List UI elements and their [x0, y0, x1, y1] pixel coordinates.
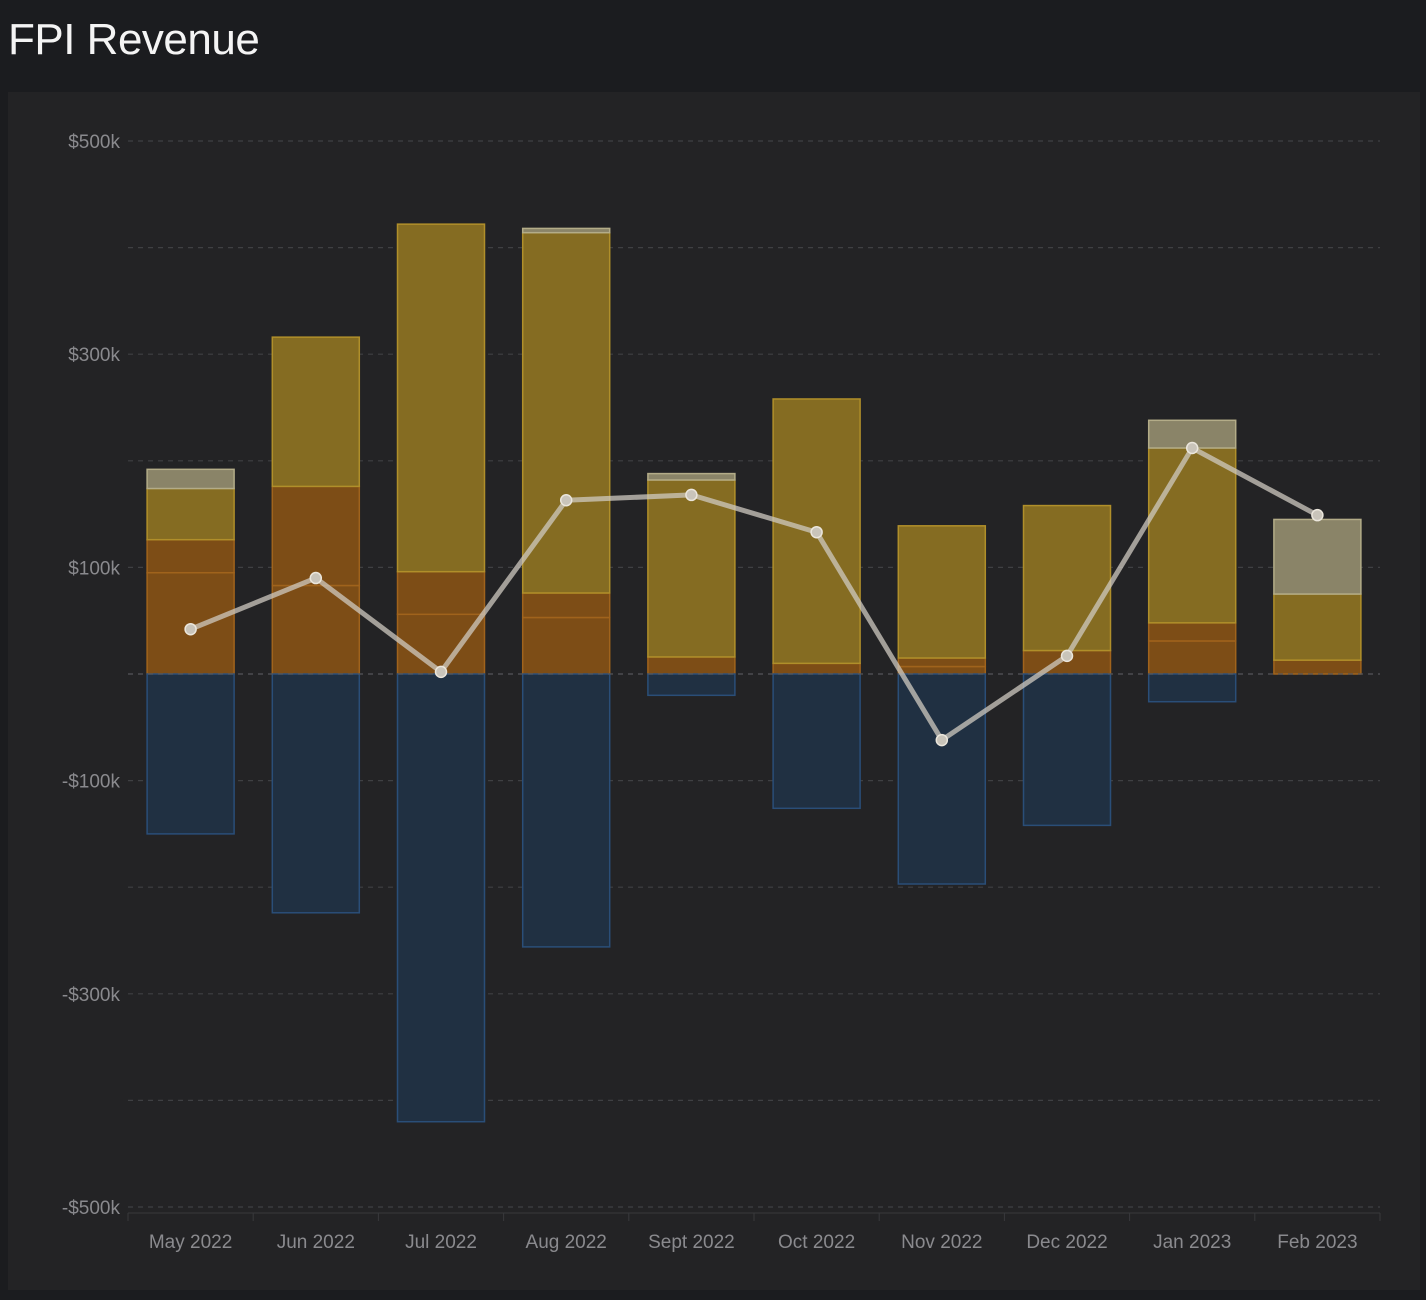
bar	[897, 525, 987, 659]
bar	[146, 538, 235, 574]
x-tick-label: May 2022	[149, 1232, 232, 1253]
bar	[396, 673, 486, 1123]
bar	[1273, 659, 1362, 675]
bar	[271, 673, 361, 914]
bar	[271, 485, 361, 587]
bar	[271, 336, 361, 488]
bar	[772, 662, 861, 675]
bar	[647, 656, 736, 675]
x-tick-label: Oct 2022	[778, 1232, 855, 1253]
x-tick-label: Sept 2022	[648, 1232, 735, 1253]
bar	[396, 613, 486, 675]
bar	[1147, 640, 1237, 675]
x-tick-label: Aug 2022	[526, 1232, 607, 1253]
bar	[772, 673, 861, 810]
y-tick-label: $100k	[68, 558, 120, 579]
bar	[1147, 673, 1237, 703]
x-tick-label: Jan 2023	[1153, 1232, 1231, 1253]
line-point	[685, 488, 698, 502]
line-point	[559, 493, 573, 507]
y-tick-label: -$100k	[62, 772, 121, 793]
line-point	[434, 665, 448, 679]
bar	[521, 616, 611, 675]
x-tick-label: Dec 2022	[1026, 1232, 1107, 1253]
bar	[521, 231, 611, 594]
y-tick-label: -$300k	[62, 985, 121, 1006]
revenue-chart: $500k $300k $100k -$100k -$300k -$500k May 20…	[62, 132, 1381, 1253]
line-point	[935, 733, 949, 747]
bar	[1273, 593, 1362, 661]
net-line	[188, 445, 1320, 743]
bar	[521, 673, 611, 948]
bar	[1022, 504, 1112, 652]
x-tick-label: Nov 2022	[901, 1232, 982, 1253]
line-series	[184, 441, 1324, 747]
bar-series	[146, 223, 1362, 1123]
bar	[396, 223, 486, 573]
bar	[1273, 518, 1362, 595]
bar	[146, 673, 235, 835]
x-tick-label: Jul 2022	[405, 1232, 477, 1253]
line-point	[184, 622, 197, 636]
bar	[897, 673, 987, 885]
y-tick-label: -$500k	[62, 1198, 121, 1219]
x-tick-label: Jun 2022	[277, 1232, 355, 1253]
bar	[647, 479, 736, 658]
line-point	[309, 571, 323, 585]
bar	[897, 665, 987, 675]
bar	[897, 657, 987, 668]
bar	[521, 227, 611, 234]
page-title: FPI Revenue	[8, 15, 260, 64]
line-point	[1311, 508, 1324, 522]
y-tick-label: $300k	[68, 345, 120, 366]
bar	[146, 487, 235, 541]
bar	[1022, 673, 1112, 827]
bar	[1147, 447, 1237, 624]
bar	[396, 570, 486, 616]
line-point	[1060, 649, 1074, 663]
bar	[647, 673, 736, 697]
x-axis: May 2022 Jun 2022 Jul 2022 Aug 2022 Sept 202…	[149, 1232, 1358, 1253]
bar	[1147, 622, 1237, 642]
x-tick-label: Feb 2023	[1277, 1232, 1357, 1253]
bar	[772, 398, 861, 665]
line-point	[1185, 441, 1199, 455]
y-tick-label: $500k	[68, 132, 120, 153]
bar	[647, 472, 736, 481]
bar	[521, 592, 611, 619]
line-point	[810, 525, 823, 539]
y-axis: $500k $300k $100k -$100k -$300k -$500k	[62, 132, 121, 1219]
bar	[146, 468, 235, 490]
chart-panel: $500k $300k $100k -$100k -$300k -$500k May 20…	[8, 92, 1420, 1290]
